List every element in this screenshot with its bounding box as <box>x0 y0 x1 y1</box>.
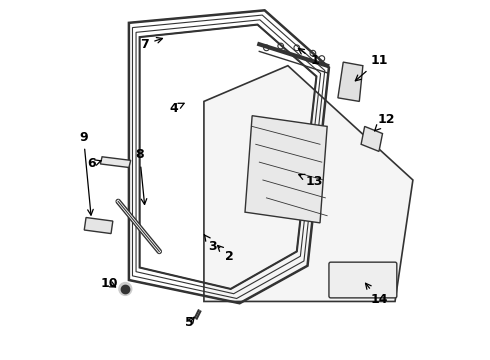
Text: 3: 3 <box>204 234 217 253</box>
Text: 4: 4 <box>169 102 184 115</box>
Text: 8: 8 <box>135 148 147 204</box>
Text: 12: 12 <box>374 113 395 131</box>
FancyBboxPatch shape <box>329 262 397 298</box>
Text: 14: 14 <box>366 283 388 306</box>
Polygon shape <box>361 126 383 152</box>
Polygon shape <box>338 62 363 102</box>
Polygon shape <box>245 116 327 223</box>
Polygon shape <box>100 157 131 167</box>
Polygon shape <box>204 66 413 301</box>
Text: 2: 2 <box>218 246 233 263</box>
Text: 10: 10 <box>100 277 118 290</box>
Text: 7: 7 <box>141 37 163 51</box>
Text: 9: 9 <box>79 131 93 215</box>
Text: 5: 5 <box>185 316 194 329</box>
Text: 13: 13 <box>299 174 323 188</box>
Text: 6: 6 <box>87 157 101 170</box>
Circle shape <box>119 283 132 296</box>
Text: 1: 1 <box>298 49 319 67</box>
Polygon shape <box>84 217 113 234</box>
Text: 11: 11 <box>355 54 388 81</box>
